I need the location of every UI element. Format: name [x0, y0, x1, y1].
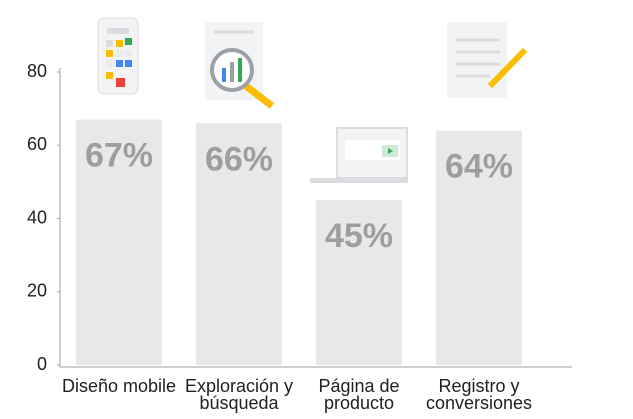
icon-search	[205, 22, 275, 109]
x-tick-label: Diseño mobile	[61, 376, 177, 396]
value-label: 66%	[205, 140, 273, 178]
y-tick-label: 0	[37, 354, 47, 374]
icon-form	[447, 22, 528, 98]
y-tick-label: 40	[27, 207, 47, 227]
bar	[436, 130, 522, 365]
value-label: 67%	[85, 137, 153, 175]
bar	[316, 200, 402, 365]
y-tick-label: 20	[27, 281, 47, 301]
icon-laptop	[310, 127, 408, 183]
y-tick-label: 60	[27, 134, 47, 154]
bar	[196, 123, 282, 366]
x-tick-label: Página de producto	[318, 376, 400, 413]
x-tick-label: Registro y conversiones	[425, 376, 533, 413]
icon-phone	[97, 17, 139, 95]
x-tick-label: Exploración y búsqueda	[184, 376, 294, 413]
value-label: 45%	[325, 217, 393, 255]
value-label: 64%	[445, 148, 513, 186]
y-tick-label: 80	[27, 61, 47, 81]
bar	[76, 119, 162, 365]
